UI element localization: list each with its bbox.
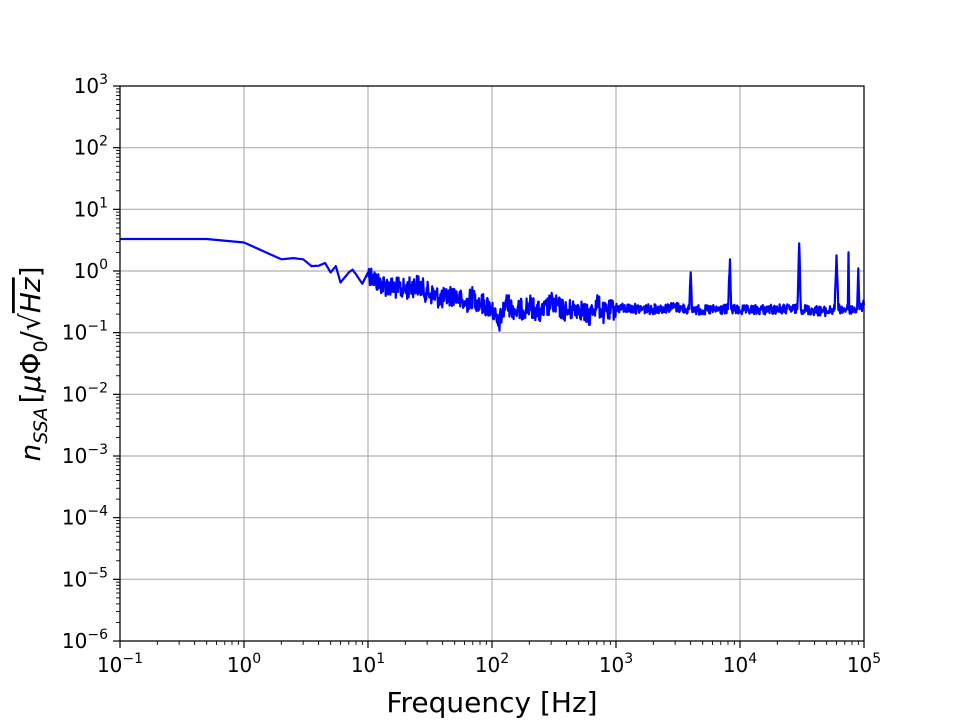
y-tick-label: 10−3 [62,442,108,468]
x-tick-label: 100 [227,651,261,677]
y-tick-label: 100 [74,257,108,283]
x-tick-label: 102 [475,651,509,677]
y-tick-label: 101 [74,195,108,221]
series-line [120,237,866,332]
x-tick-label: 105 [847,651,881,677]
x-tick-label: 10−1 [97,651,143,677]
y-tick-label: 10−4 [62,504,108,530]
x-tick-label: 101 [351,651,385,677]
y-tick-label: 103 [74,72,108,98]
x-tick-label: 103 [599,651,633,677]
x-tick-label: 104 [723,651,757,677]
y-tick-label: 102 [74,134,108,160]
x-axis-label: Frequency [Hz] [386,686,597,719]
noise-spectrum-line [120,237,866,332]
y-tick-label: 10−6 [62,627,108,653]
x-axis-ticks: 10−1 100 101 102 103 104 105 [97,641,881,677]
y-axis-ticks: 10−6 10−5 10−4 10−3 10−2 10−1 100 101 102 103 [62,72,120,653]
y-tick-label: 10−5 [62,565,108,591]
y-tick-label: 10−2 [62,380,108,406]
y-axis-label: nSSA[μΦ0/√Hz] [14,266,52,461]
y-tick-label: 10−1 [62,319,108,345]
